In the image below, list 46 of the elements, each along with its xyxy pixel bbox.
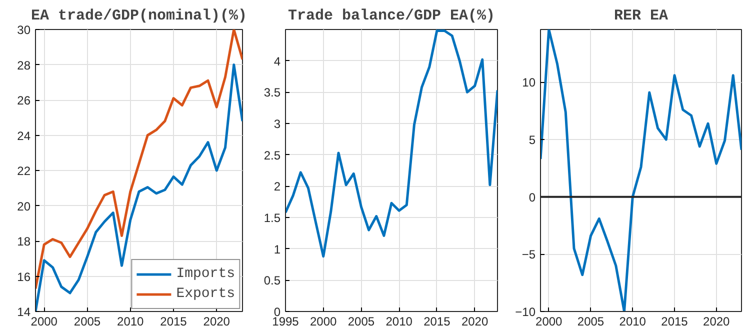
x-tick-label: 2005 — [577, 314, 604, 328]
y-tick-label: 2 — [274, 180, 281, 194]
y-tick-label: 0 — [528, 190, 536, 204]
y-tick-label: 10 — [522, 76, 536, 90]
x-tick-label: 2020 — [461, 314, 488, 328]
y-tick-label: 5 — [528, 133, 536, 148]
y-tick-label: 3.5 — [264, 86, 281, 100]
chart-title: EA trade/GDP(nominal)(%) — [30, 8, 248, 24]
y-tick-label: 26 — [17, 94, 31, 108]
y-tick-label: 18 — [17, 234, 31, 248]
y-tick-label: 1 — [274, 242, 281, 256]
x-tick-label: 2010 — [386, 314, 413, 328]
y-tick-label: 0.5 — [264, 274, 281, 288]
x-tick-label: 2010 — [619, 314, 646, 328]
x-tick-label: 2000 — [536, 314, 563, 328]
x-tick-label: 2000 — [30, 314, 58, 328]
y-tick-label: 22 — [17, 164, 31, 178]
y-tick-label: 1.5 — [264, 211, 281, 225]
y-tick-label: 3 — [274, 117, 281, 131]
x-tick-label: 2020 — [203, 314, 230, 328]
legend-label: Imports — [176, 266, 235, 282]
y-tick-label: 14 — [17, 305, 31, 319]
legend-label: Exports — [176, 286, 235, 302]
x-tick-label: 2015 — [424, 314, 451, 328]
x-tick-label: 2015 — [160, 314, 188, 328]
line-series — [286, 30, 498, 258]
x-tick-label: 2010 — [117, 314, 144, 328]
x-tick-label: 1995 — [272, 314, 300, 328]
x-tick-label: 2020 — [703, 314, 730, 328]
chart-title: Trade balance/GDP EA(%) — [288, 8, 496, 24]
x-tick-label: 2005 — [348, 314, 375, 328]
x-tick-label: 2015 — [661, 314, 688, 328]
y-tick-label: 28 — [17, 58, 31, 72]
y-tick-label: 2.5 — [264, 148, 281, 162]
y-tick-label: 20 — [17, 199, 31, 214]
chart-title: RER EA — [614, 8, 668, 24]
y-tick-label: 30 — [17, 23, 31, 37]
line-series — [36, 64, 242, 312]
y-tick-label: −5 — [522, 248, 536, 262]
y-tick-label: 16 — [17, 270, 31, 284]
y-tick-label: 4 — [274, 54, 281, 68]
x-tick-label: 2005 — [74, 314, 101, 328]
y-tick-label: −10 — [515, 305, 536, 319]
x-tick-label: 2000 — [310, 314, 338, 328]
line-series — [540, 30, 742, 312]
y-tick-label: 24 — [17, 128, 31, 143]
